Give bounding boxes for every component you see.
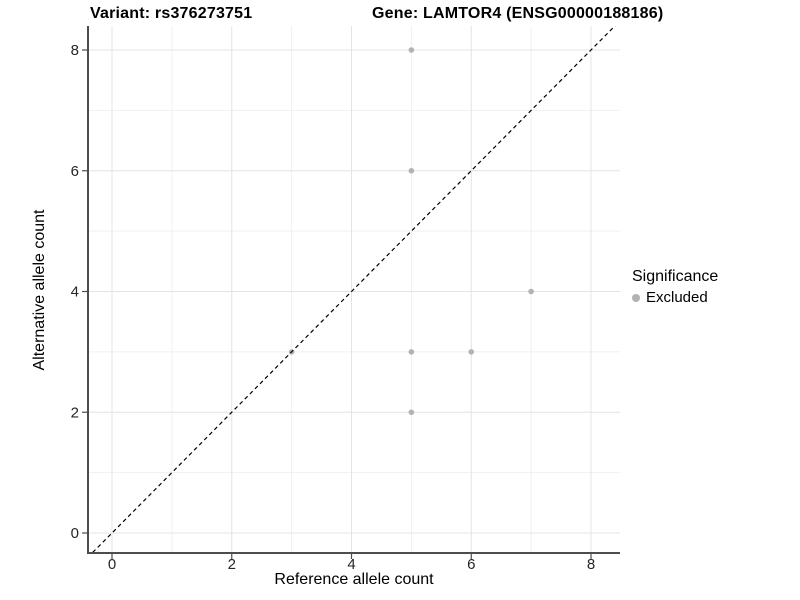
data-point — [408, 167, 415, 174]
x-tick-label: 6 — [467, 556, 475, 573]
y-tick-label: 8 — [71, 42, 79, 59]
plot-title-gene: Gene: LAMTOR4 (ENSG00000188186) — [372, 5, 664, 22]
plot-title-variant: Variant: rs376273751 — [90, 5, 253, 22]
data-point — [408, 409, 415, 416]
y-tick-label: 4 — [71, 284, 79, 301]
y-tick-label: 6 — [71, 163, 79, 180]
x-tick-label: 8 — [587, 556, 595, 573]
y-tick-label: 2 — [71, 404, 79, 421]
x-tick-label: 0 — [108, 556, 116, 573]
data-point — [408, 47, 415, 53]
x-axis-title: Reference allele count — [274, 571, 434, 588]
legend-item-label: Excluded — [646, 289, 708, 306]
y-axis-title: Alternative allele count — [31, 209, 48, 371]
legend-item-excluded: Excluded — [632, 289, 718, 306]
y-tick-label: 0 — [71, 525, 79, 542]
data-point — [468, 349, 475, 355]
x-tick-label: 2 — [228, 556, 236, 573]
legend: Significance Excluded — [632, 268, 718, 306]
data-point — [408, 349, 415, 355]
excluded-point-icon — [632, 293, 640, 302]
x-tick-label: 4 — [347, 556, 355, 573]
legend-title: Significance — [632, 268, 719, 285]
data-point — [528, 288, 534, 295]
identity-line — [91, 26, 616, 553]
